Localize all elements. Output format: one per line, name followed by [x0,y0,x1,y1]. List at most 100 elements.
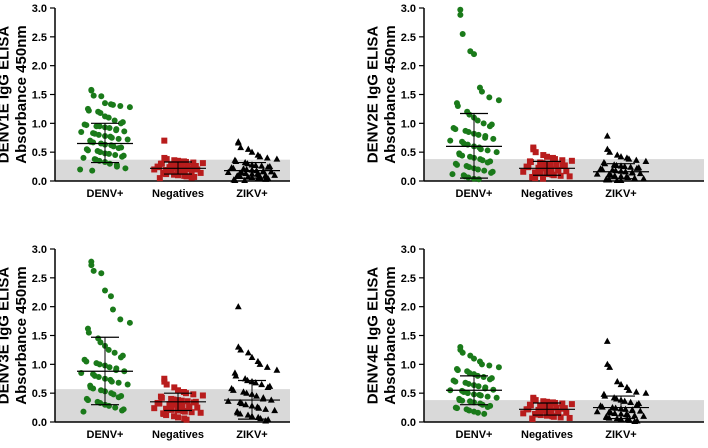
data-point [627,398,635,405]
x-tick-label: DENV+ [456,188,493,200]
data-point [540,175,547,182]
data-point [156,164,163,171]
data-point [105,346,112,353]
data-point [232,157,240,164]
x-tick-label: ZIKV+ [236,188,267,200]
data-point [486,362,493,369]
data-point [263,154,271,161]
data-point [537,170,544,177]
data-point [253,392,260,399]
data-point [110,391,117,398]
data-point [117,120,124,127]
data-point [617,153,625,160]
y-tick-label: 3.0 [401,244,416,256]
data-point [553,161,560,168]
data-point [105,150,112,157]
data-point [183,173,190,180]
data-point [475,131,482,138]
y-axis-title-line: Absorbance 450nm [13,25,30,163]
data-point [199,160,206,167]
data-point [632,156,640,163]
data-point [166,164,173,171]
y-axis-title-line: DENV3E IgG ELISA [0,267,13,405]
data-point [642,389,650,396]
data-point [539,403,546,410]
data-point [474,117,481,124]
data-point [175,157,181,164]
y-axis-title-line: DENV4E IgG ELISA [365,267,382,405]
data-point [106,124,113,131]
data-point [559,400,566,407]
data-point [229,386,237,393]
data-point [632,388,640,395]
data-point [481,167,488,174]
data-point [168,167,175,174]
data-point [452,126,459,133]
data-point [255,404,263,411]
data-point [112,152,119,159]
data-point [163,412,170,419]
y-axis-title-line: Absorbance 450nm [382,25,399,163]
data-point [525,164,532,171]
data-point [495,364,502,371]
data-point [555,409,562,416]
y-tick-label: 0.0 [32,417,47,429]
data-point [119,153,126,160]
data-point [466,407,473,414]
y-tick-label: 1.0 [32,359,47,371]
data-point [262,417,270,424]
data-point [126,104,133,111]
y-tick-label: 0.5 [32,388,47,400]
data-point [237,143,245,151]
data-point [183,416,190,423]
data-point [622,405,629,412]
data-point [264,163,272,170]
data-point [273,366,281,373]
y-axis-title: DENV1E IgG ELISAAbsorbance 450nm [0,25,30,163]
data-point [163,156,170,163]
data-point [264,383,272,390]
data-point [474,166,481,173]
data-point [115,145,122,152]
x-tick-label: ZIKV+ [605,429,636,441]
data-point [480,120,487,127]
data-point [454,405,461,412]
data-point [248,148,256,155]
data-point [606,148,614,155]
x-tick-label: ZIKV+ [605,188,636,200]
data-point [475,176,482,183]
data-point [121,128,128,135]
data-point [262,405,270,412]
y-axis-title: DENV2E IgG ELISAAbsorbance 450nm [365,25,399,163]
data-point [613,378,621,385]
data-point [539,160,546,167]
data-point [466,164,473,171]
y-tick-label: 0.5 [32,147,47,159]
data-point [151,166,158,173]
data-point [640,412,648,419]
data-point [188,169,195,176]
data-point [102,100,108,107]
data-point [621,397,629,404]
data-point [90,139,97,146]
data-point [454,103,461,110]
data-point [598,165,606,173]
data-point [477,392,484,399]
data-point [117,354,124,361]
data-point [527,158,534,165]
data-point [559,163,566,170]
data-point [85,107,92,114]
data-point [90,267,97,274]
data-point [636,169,644,177]
data-point [98,93,105,100]
data-point [115,135,122,142]
data-point [457,6,464,13]
data-point [484,159,491,166]
y-tick-label: 0.0 [401,417,416,429]
y-tick-label: 1.0 [401,118,416,130]
data-point [236,410,244,417]
data-point [109,101,116,108]
data-point [557,414,564,421]
